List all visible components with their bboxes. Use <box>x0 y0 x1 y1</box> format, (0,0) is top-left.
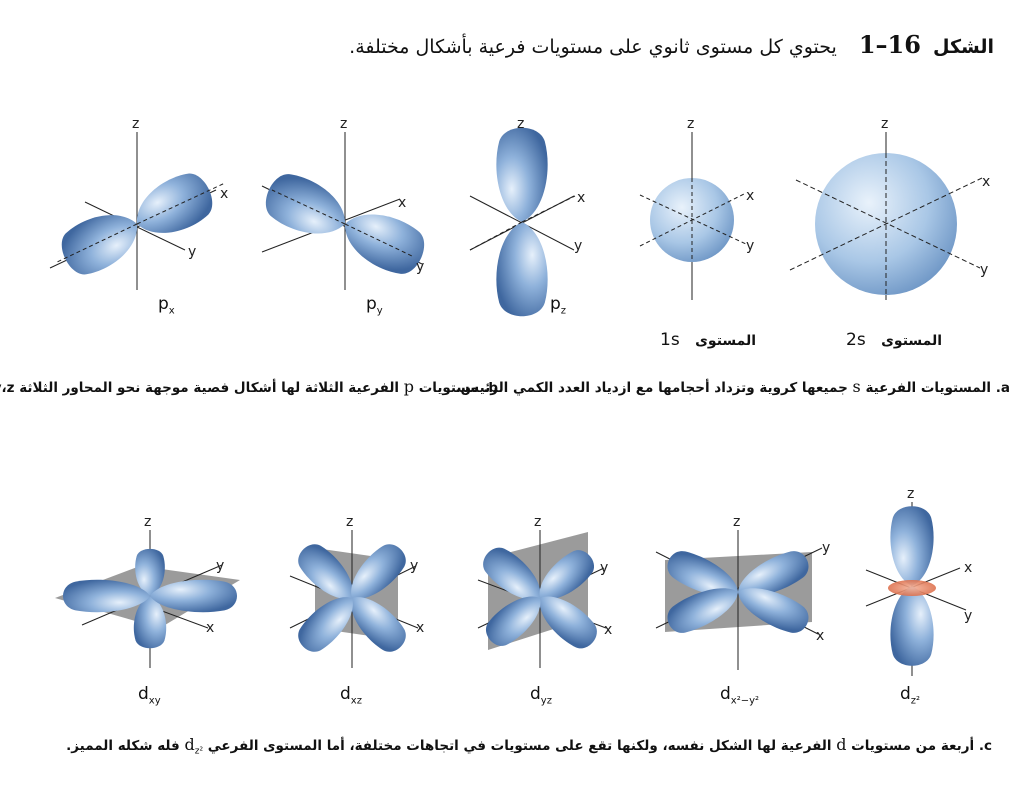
s2-x-label: x <box>982 174 990 190</box>
dx2y2-z-label: z <box>733 514 740 530</box>
dz2-y-label: y <box>964 608 972 624</box>
dyz-label-sub: yz <box>540 695 552 707</box>
px-orbital: z x y <box>49 116 228 290</box>
caption-c-sym2: d <box>184 735 195 754</box>
py-y-label: y <box>416 259 424 275</box>
dz2-label-main: d <box>900 684 911 704</box>
dyz-y-label: y <box>600 560 608 576</box>
caption-b-sym: p <box>403 377 414 396</box>
dxy-label: dxy <box>138 684 161 706</box>
py-label: py <box>366 294 383 316</box>
pz-x-label: x <box>577 190 585 206</box>
dz2-orbital: z x y <box>865 486 972 676</box>
dx2y2-y-label: y <box>822 540 830 556</box>
dxy-label-main: d <box>138 684 149 704</box>
s1-label-level: المستوى <box>695 333 757 349</box>
caption-b-post: الفرعية الثلاثة لها أشكال فصية موجهة نحو… <box>0 380 400 396</box>
s2-orbital: z x y <box>789 116 990 300</box>
dxy-x-label: x <box>206 620 214 636</box>
py-label-sub: y <box>376 305 383 317</box>
s2-y-label: y <box>980 262 988 278</box>
px-label: px <box>158 294 175 316</box>
dxz-z-label: z <box>346 514 353 530</box>
s1-z-label: z <box>687 116 694 132</box>
px-y-label: y <box>188 244 196 260</box>
caption-c: c. أربعة من مستويات d الفرعية لها الشكل … <box>66 735 992 757</box>
px-z-label: z <box>132 116 139 132</box>
py-x-label: x <box>398 195 406 211</box>
caption-a-sym: s <box>852 377 861 396</box>
dyz-x-label: x <box>604 622 612 638</box>
pz-label-main: p <box>550 294 561 314</box>
dxz-label-sub: xz <box>350 695 362 707</box>
py-orbital: z x y <box>258 116 432 290</box>
dxz-label-main: d <box>340 684 351 704</box>
dx2y2-label-sub: x²−y² <box>730 695 760 707</box>
dxy-label-sub: xy <box>148 695 161 707</box>
figure-word: الشكل <box>933 36 994 58</box>
dz2-x-label: x <box>964 560 972 576</box>
dyz-orbital: z y x <box>476 514 612 668</box>
caption-c-sym2-sub: z² <box>194 746 204 757</box>
dxy-y-label: y <box>216 558 224 574</box>
dx2y2-label-main: d <box>720 684 731 704</box>
px-label-sub: x <box>168 305 175 317</box>
dz2-label-sub: z² <box>910 695 921 707</box>
dz2-z-label: z <box>907 486 914 502</box>
s1-x-label: x <box>746 188 754 204</box>
dyz-label: dyz <box>530 684 552 706</box>
s1-orbital: z x y <box>639 116 754 300</box>
caption-b: b. مستويات p الفرعية الثلاثة لها أشكال ف… <box>0 377 498 396</box>
dxy-orbital: z y x <box>55 514 240 668</box>
dx2y2-orbital: z y x <box>655 514 830 670</box>
dx2y2-label: dx²−y² <box>720 684 759 706</box>
caption-a: a. المستويات الفرعية s جميعها كروية وتزد… <box>455 377 1010 396</box>
caption-c-letter: c. <box>978 738 992 754</box>
s1-label-name: 1s <box>660 330 680 350</box>
figure-title: الشكل 16–1 يحتوي كل مستوى ثانوي على مستو… <box>349 30 994 59</box>
caption-c-sym: d <box>836 735 847 754</box>
pz-y-label: y <box>574 238 582 254</box>
dx2y2-x-label: x <box>816 628 824 644</box>
pz-label: pz <box>550 294 566 316</box>
s1-label: 1s المستوى <box>660 330 756 350</box>
s2-label-name: 2s <box>846 330 866 350</box>
caption-c-mid: الفرعية لها الشكل نفسه، ولكنها تقع على م… <box>207 738 832 754</box>
pz-orbital: z x y <box>469 116 585 317</box>
py-z-label: z <box>340 116 347 132</box>
dyz-label-main: d <box>530 684 541 704</box>
s2-label: 2s المستوى <box>846 330 942 350</box>
dyz-z-label: z <box>534 514 541 530</box>
caption-a-pre: المستويات الفرعية <box>865 380 992 396</box>
dz2-label: dz² <box>900 684 920 706</box>
figure-number: 16–1 <box>858 30 921 59</box>
caption-a-letter: a. <box>995 380 1010 396</box>
caption-c-post: فله شكله المميز. <box>66 738 180 754</box>
dxz-orbital: z y x <box>289 514 424 668</box>
s1-y-label: y <box>746 238 754 254</box>
figure-title-text: يحتوي كل مستوى ثانوي على مستويات فرعية ب… <box>349 36 837 58</box>
caption-b-letter: b. <box>483 380 498 396</box>
dxz-y-label: y <box>410 558 418 574</box>
dxz-label: dxz <box>340 684 362 706</box>
py-label-main: p <box>366 294 377 314</box>
caption-b-pre: مستويات <box>418 380 479 396</box>
s2-label-level: المستوى <box>881 333 943 349</box>
px-x-label: x <box>220 186 228 202</box>
caption-c-pre: أربعة من مستويات <box>851 738 975 754</box>
dxz-x-label: x <box>416 620 424 636</box>
pz-label-sub: z <box>560 305 567 317</box>
dxy-z-label: z <box>144 514 151 530</box>
pz-z-label: z <box>517 116 524 132</box>
s2-z-label: z <box>881 116 888 132</box>
caption-a-post: جميعها كروية وتزداد أحجامها مع ازدياد ال… <box>455 380 848 396</box>
px-label-main: p <box>158 294 169 314</box>
